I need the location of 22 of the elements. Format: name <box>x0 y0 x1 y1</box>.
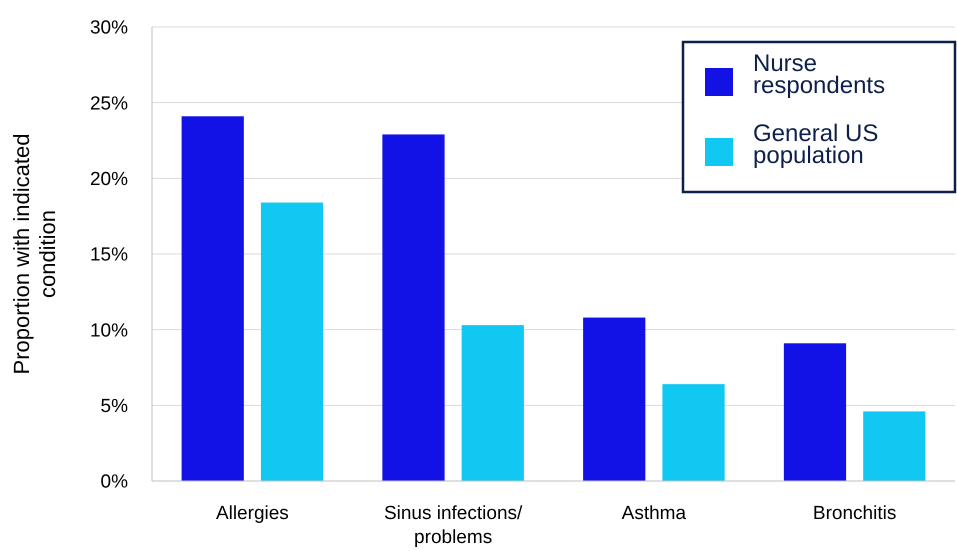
y-tick-label: 15% <box>90 244 128 266</box>
y-tick-label: 25% <box>90 93 128 114</box>
y-tick-label: 20% <box>90 168 128 190</box>
bar <box>382 134 445 481</box>
y-tick-label: 5% <box>100 396 128 417</box>
y-tick-label: 0% <box>100 472 128 493</box>
bar <box>182 116 244 481</box>
bar <box>583 318 646 481</box>
x-tick-label: Asthma <box>622 503 687 524</box>
y-tick-label: 30% <box>90 18 128 39</box>
y-axis-title: Proportion with indicated condition <box>9 134 60 374</box>
bar <box>863 411 926 481</box>
y-tick-label: 10% <box>90 320 128 342</box>
bar <box>784 343 846 481</box>
legend-label: General US population <box>753 120 878 169</box>
legend-label: Nurse respondents <box>753 50 886 99</box>
bar <box>260 202 324 481</box>
x-tick-label: Allergies <box>216 503 289 524</box>
x-tick-label: Sinus infections/ problems <box>384 503 524 548</box>
bar <box>662 384 725 481</box>
x-tick-label: Bronchitis <box>812 503 896 524</box>
bar <box>462 325 524 481</box>
